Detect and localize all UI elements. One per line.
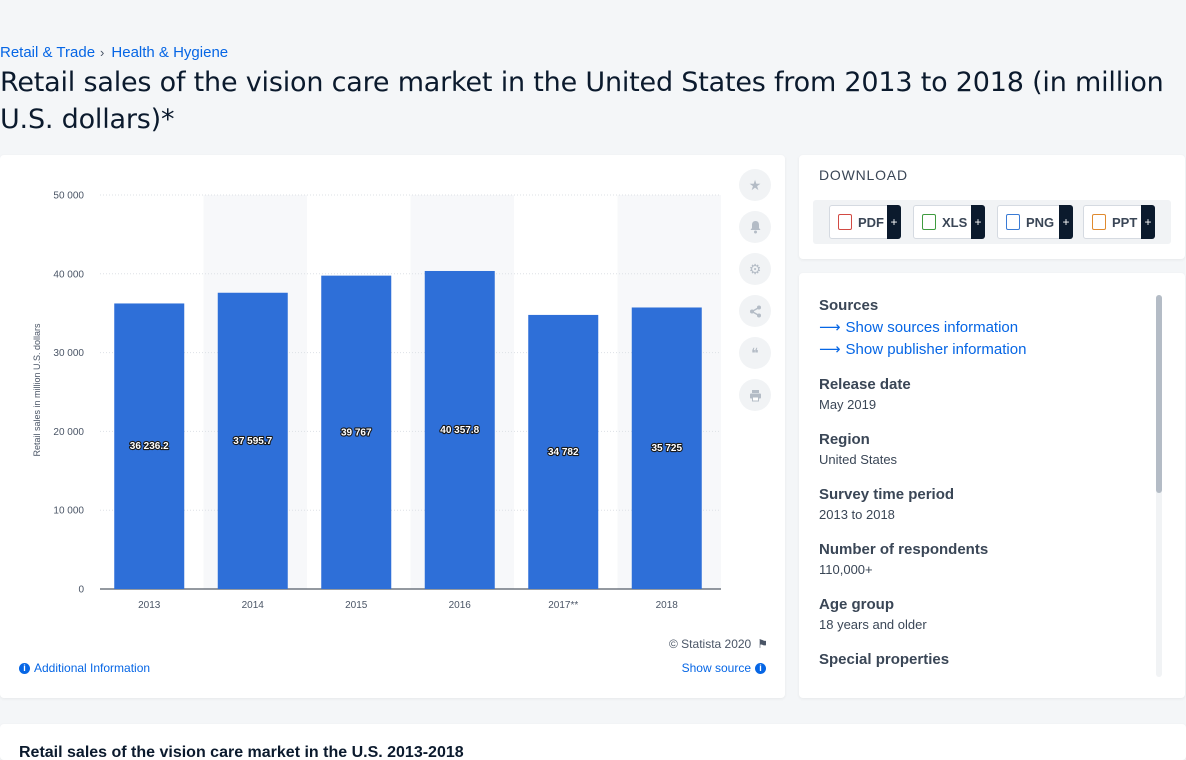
download-ppt-label: PPT [1112,214,1138,230]
download-title: DOWNLOAD [819,167,908,183]
show-sources-link[interactable]: ⟶ Show sources information [819,318,1149,337]
copyright-text: © Statista 2020 [669,637,752,651]
download-png-button[interactable]: PNG + [997,205,1073,239]
chart-toolbar: ★ ⚙ ❝ [739,169,771,421]
bar-value-label: 37 595.7 [233,436,272,447]
release-date-heading: Release date [819,376,911,393]
bell-icon[interactable] [739,211,771,243]
show-sources-label: Show sources information [845,318,1019,336]
x-tick-label: 2017** [548,600,578,611]
show-source-label: Show source [681,661,751,675]
plus-icon[interactable]: + [887,205,901,239]
print-icon[interactable] [739,379,771,411]
additional-info-label: Additional Information [34,661,151,675]
y-tick-label: 30 000 [53,348,84,359]
bar-value-label: 35 725 [651,443,682,454]
x-tick-label: 2013 [138,600,161,611]
scrollbar-thumb[interactable] [1156,295,1162,493]
x-tick-label: 2014 [242,600,265,611]
page-title: Retail sales of the vision care market i… [0,67,1164,135]
show-publisher-label: Show publisher information [845,340,1027,358]
region-heading: Region [819,431,870,448]
arrow-right-icon: ⟶ [819,319,841,336]
pdf-file-icon [838,214,852,230]
plus-icon[interactable]: + [971,205,985,239]
info-field: Number of respondents 110,000+ [819,541,1149,577]
info-card: Sources ⟶ Show sources information ⟶ Sho… [799,273,1185,698]
additional-info-link[interactable]: i Additional Information [19,661,150,675]
arrow-right-icon: ⟶ [819,341,841,358]
flag-icon[interactable]: ⚑ [757,637,768,651]
respondents-heading: Number of respondents [819,541,989,558]
info-field: Age group 18 years and older [819,596,1149,632]
chart-card: 0 10 000 20 000 30 000 40 000 50 000 Retail sa… [0,155,785,698]
show-publisher-link[interactable]: ⟶ Show publisher information [819,340,1149,359]
download-card: DOWNLOAD PDF + XLS + PNG + PPT + [799,155,1185,259]
bar [217,292,288,589]
bar-value-label: 34 782 [548,447,579,458]
y-axis-label: Retail sales in million U.S. dollars [32,323,42,457]
bar [114,303,185,589]
bar [424,270,495,589]
y-tick-label: 40 000 [53,269,84,280]
x-tick-label: 2015 [345,600,368,611]
star-icon[interactable]: ★ [739,169,771,201]
xls-file-icon [922,214,936,230]
bottom-title: Retail sales of the vision care market i… [19,744,464,760]
download-xls-button[interactable]: XLS + [913,205,985,239]
age-group-value: 18 years and older [819,617,927,632]
breadcrumb-health-hygiene[interactable]: Health & Hygiene [111,44,229,61]
bar [631,307,702,589]
top-bar [0,0,1186,38]
bottom-card [0,724,1186,760]
share-icon[interactable] [739,295,771,327]
ppt-file-icon [1092,214,1106,230]
png-file-icon [1006,214,1020,230]
bar-value-label: 36 236.2 [130,441,169,452]
age-group-heading: Age group [819,596,894,613]
y-tick-label: 0 [78,585,84,596]
download-pdf-button[interactable]: PDF + [829,205,901,239]
region-value: United States [819,452,898,467]
bar-chart: 0 10 000 20 000 30 000 40 000 50 000 Retail sa… [32,191,721,611]
info-icon: i [755,662,766,674]
x-tick-label: 2018 [656,600,679,611]
info-panel: Sources ⟶ Show sources information ⟶ Sho… [819,297,1149,672]
show-source-link[interactable]: Show source i [682,661,766,675]
info-field: Special properties [819,651,1149,668]
breadcrumb-retail-trade[interactable]: Retail & Trade [0,44,96,61]
survey-period-value: 2013 to 2018 [819,507,895,522]
bar-value-label: 40 357.8 [440,425,479,436]
download-ppt-button[interactable]: PPT + [1083,205,1155,239]
release-date-value: May 2019 [819,397,877,412]
survey-period-heading: Survey time period [819,486,955,503]
download-xls-label: XLS [942,214,968,230]
y-tick-label: 50 000 [53,191,84,202]
plus-icon[interactable]: + [1059,205,1073,239]
x-tick-label: 2016 [449,600,472,611]
sources-heading: Sources [819,297,879,314]
download-pdf-label: PDF [858,214,884,230]
respondents-value: 110,000+ [819,562,873,577]
y-tick-label: 20 000 [53,427,84,438]
scrollbar[interactable] [1156,295,1162,677]
copyright: © Statista 2020 ⚑ [669,637,768,651]
bar [528,314,599,589]
special-properties-heading: Special properties [819,651,950,668]
chevron-right-icon: › [100,45,105,60]
gear-icon[interactable]: ⚙ [739,253,771,285]
download-buttons: PDF + XLS + PNG + PPT + [813,200,1171,244]
bar [321,275,392,589]
info-field: Survey time period 2013 to 2018 [819,486,1149,522]
info-icon: i [19,662,30,674]
plus-icon[interactable]: + [1141,205,1155,239]
breadcrumb: Retail & Trade › Health & Hygiene [0,44,228,61]
download-png-label: PNG [1026,214,1055,230]
info-field: Region United States [819,431,1149,467]
bar-value-label: 39 767 [341,427,372,438]
quote-icon[interactable]: ❝ [739,337,771,369]
y-tick-label: 10 000 [53,506,84,517]
info-field: Release date May 2019 [819,376,1149,412]
